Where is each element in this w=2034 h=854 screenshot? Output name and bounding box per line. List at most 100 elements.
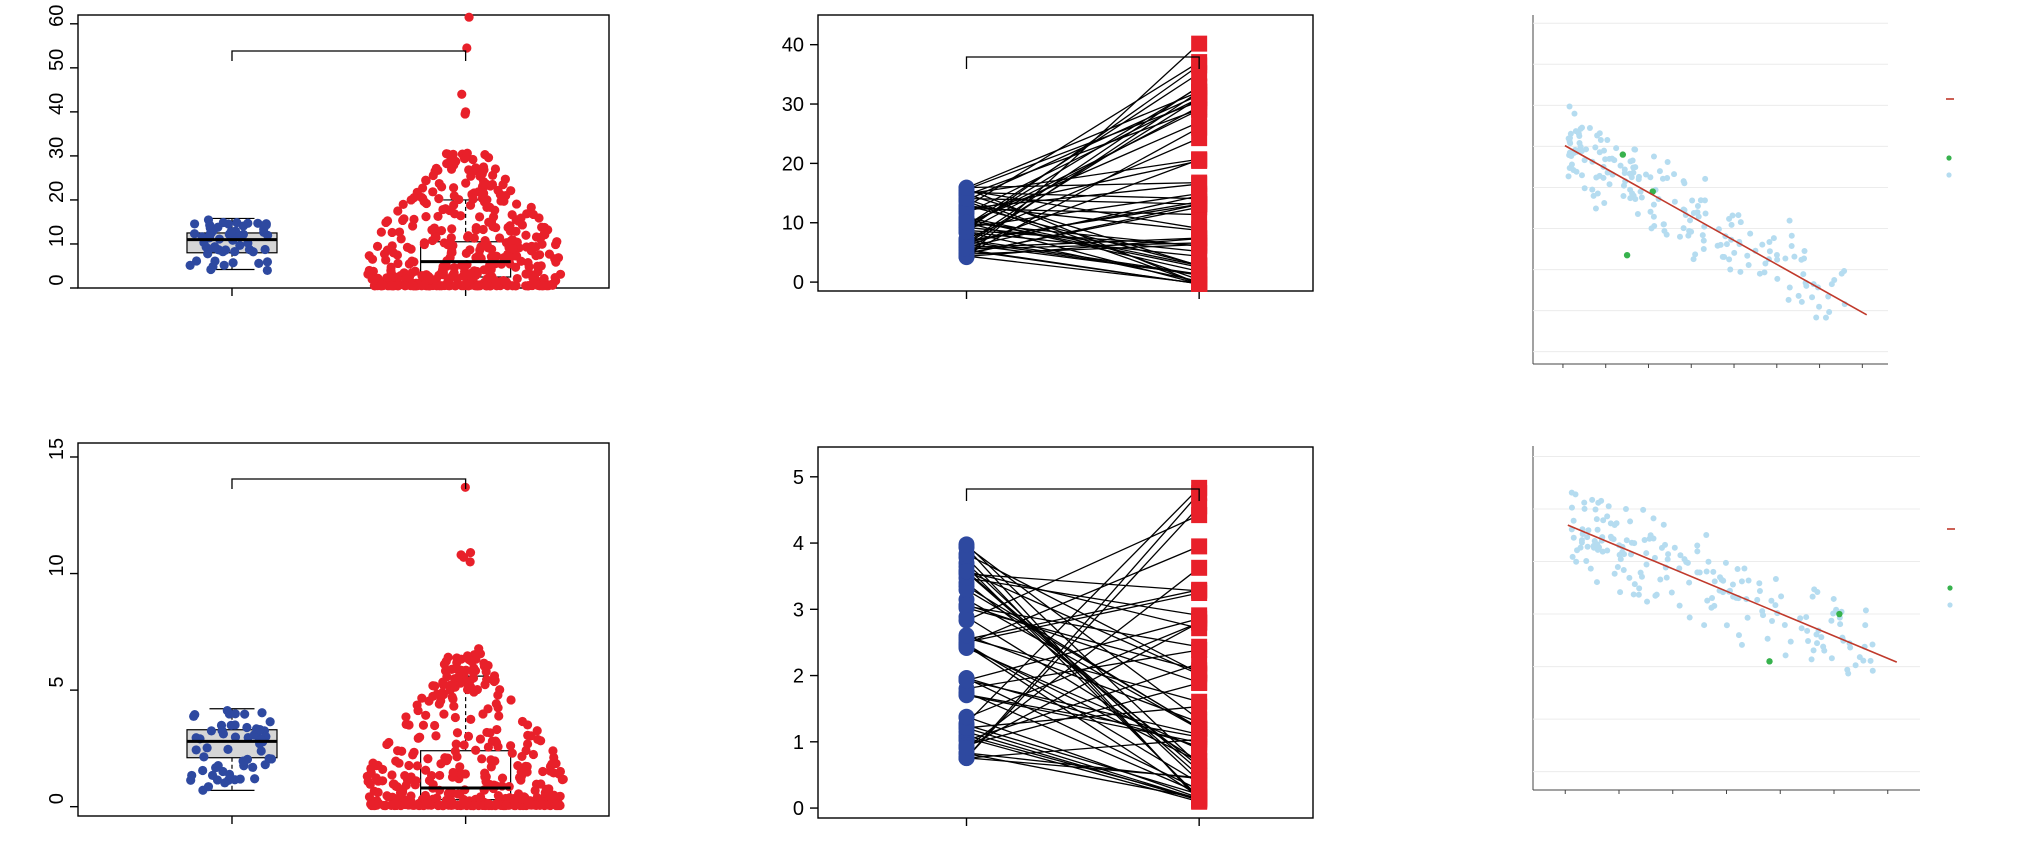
- scatter-point: [1759, 241, 1766, 248]
- normal-point: [211, 763, 221, 773]
- normal-point: [958, 708, 975, 725]
- scatter-point: [1573, 558, 1580, 565]
- pair-line: [966, 570, 1200, 676]
- tumor-point: [455, 762, 465, 772]
- scatter-point: [1663, 231, 1670, 238]
- tumor-point: [454, 194, 464, 205]
- tumor-point: [381, 217, 391, 228]
- scatter-point: [1598, 497, 1605, 504]
- tumor-point: [443, 652, 453, 662]
- tumor-point: [390, 799, 401, 809]
- pair-line: [966, 64, 1200, 231]
- scatter-point: [1660, 221, 1667, 228]
- pair-line: [966, 705, 1200, 729]
- tumor-point: [466, 714, 476, 725]
- scatter-point: [1726, 256, 1733, 263]
- scatter-point: [1689, 197, 1696, 204]
- pair-line: [966, 693, 1200, 738]
- pair-line: [966, 571, 1200, 777]
- scatter-point: [1769, 618, 1776, 625]
- tumor-point: [461, 178, 471, 188]
- scatter-point: [1640, 506, 1647, 513]
- y-tick-label: 10: [46, 554, 68, 576]
- pair-line: [966, 203, 1200, 255]
- scatter-point: [1711, 578, 1718, 585]
- tumor-point: [468, 666, 478, 676]
- tumor-point: [1191, 728, 1208, 745]
- normal-point: [248, 762, 258, 772]
- tumor-point: [386, 262, 396, 272]
- tumor-point: [434, 270, 444, 280]
- normal-point: [262, 257, 273, 267]
- tumor-point: [397, 787, 408, 797]
- scatter-point: [1622, 506, 1629, 513]
- scatter-point: [1585, 527, 1592, 534]
- tumor-point: [550, 239, 561, 250]
- tumor-point: [498, 180, 508, 190]
- scatter-point: [1786, 284, 1793, 291]
- scatter-point: [1594, 541, 1601, 548]
- scatter-point: [1814, 640, 1821, 647]
- tumor-point: [462, 43, 472, 53]
- tumor-point: [409, 747, 419, 757]
- tumor-point: [459, 740, 469, 750]
- scatter-point: [1676, 602, 1683, 609]
- scatter-point: [1701, 622, 1708, 629]
- scatter-point: [1720, 577, 1727, 584]
- normal-point: [187, 770, 197, 781]
- tumor-point: [505, 252, 515, 262]
- scatter-point: [1814, 588, 1821, 595]
- tumor-point: [522, 761, 532, 772]
- scatter-point: [1692, 251, 1699, 258]
- pair-line: [966, 121, 1200, 225]
- tumor-point: [394, 758, 404, 768]
- scatter-point: [1766, 239, 1773, 246]
- tumor-point: [477, 169, 487, 179]
- scatter-point: [1852, 662, 1859, 669]
- normal-point: [254, 258, 264, 268]
- normal-point: [198, 765, 208, 776]
- scatter-point: [1676, 233, 1683, 240]
- tumor-point: [490, 205, 500, 215]
- scatter-point: [1782, 652, 1789, 659]
- scatter-point: [1644, 598, 1651, 605]
- scatter-point: [1568, 161, 1575, 168]
- panel-f: [1532, 446, 1955, 794]
- normal-point: [958, 239, 975, 256]
- tumor-point: [460, 109, 470, 119]
- scatter-point: [1847, 644, 1854, 651]
- regression-line: [1564, 144, 1868, 316]
- pair-line: [966, 237, 1200, 258]
- tumor-point: [418, 720, 429, 730]
- y-tick-label: 2: [793, 666, 804, 688]
- normal-point: [185, 260, 195, 271]
- scatter-point: [1596, 172, 1603, 179]
- pair-line: [966, 662, 1200, 742]
- scatter-point: [1684, 559, 1691, 566]
- normal-point: [217, 725, 227, 736]
- tumor-point: [557, 775, 567, 785]
- scatter-point: [1797, 615, 1804, 622]
- pair-line: [966, 592, 1200, 643]
- scatter-point: [1705, 558, 1712, 565]
- tumor-point: [438, 690, 449, 700]
- tumor-point: [1191, 174, 1208, 191]
- scatter-point: [1651, 554, 1658, 561]
- tumor-point: [378, 764, 388, 775]
- tumor-point: [446, 155, 456, 165]
- panel-d: 0 5 10 15: [46, 438, 610, 824]
- scatter-point: [1635, 591, 1642, 598]
- scatter-point: [1818, 634, 1825, 641]
- scatter-point: [1700, 237, 1707, 244]
- tumor-point: [465, 547, 476, 558]
- normal-point: [958, 627, 975, 644]
- scatter-point: [1620, 192, 1627, 199]
- pair-line: [966, 91, 1200, 248]
- scatter-point: [1862, 607, 1869, 614]
- tumor-point: [483, 153, 494, 163]
- scatter-point: [1632, 195, 1639, 202]
- tumor-point: [512, 273, 522, 284]
- scatter-point: [1620, 566, 1627, 573]
- panel-a: 0 10 20 30 40 50 60: [46, 5, 610, 296]
- tumor-point: [526, 246, 536, 256]
